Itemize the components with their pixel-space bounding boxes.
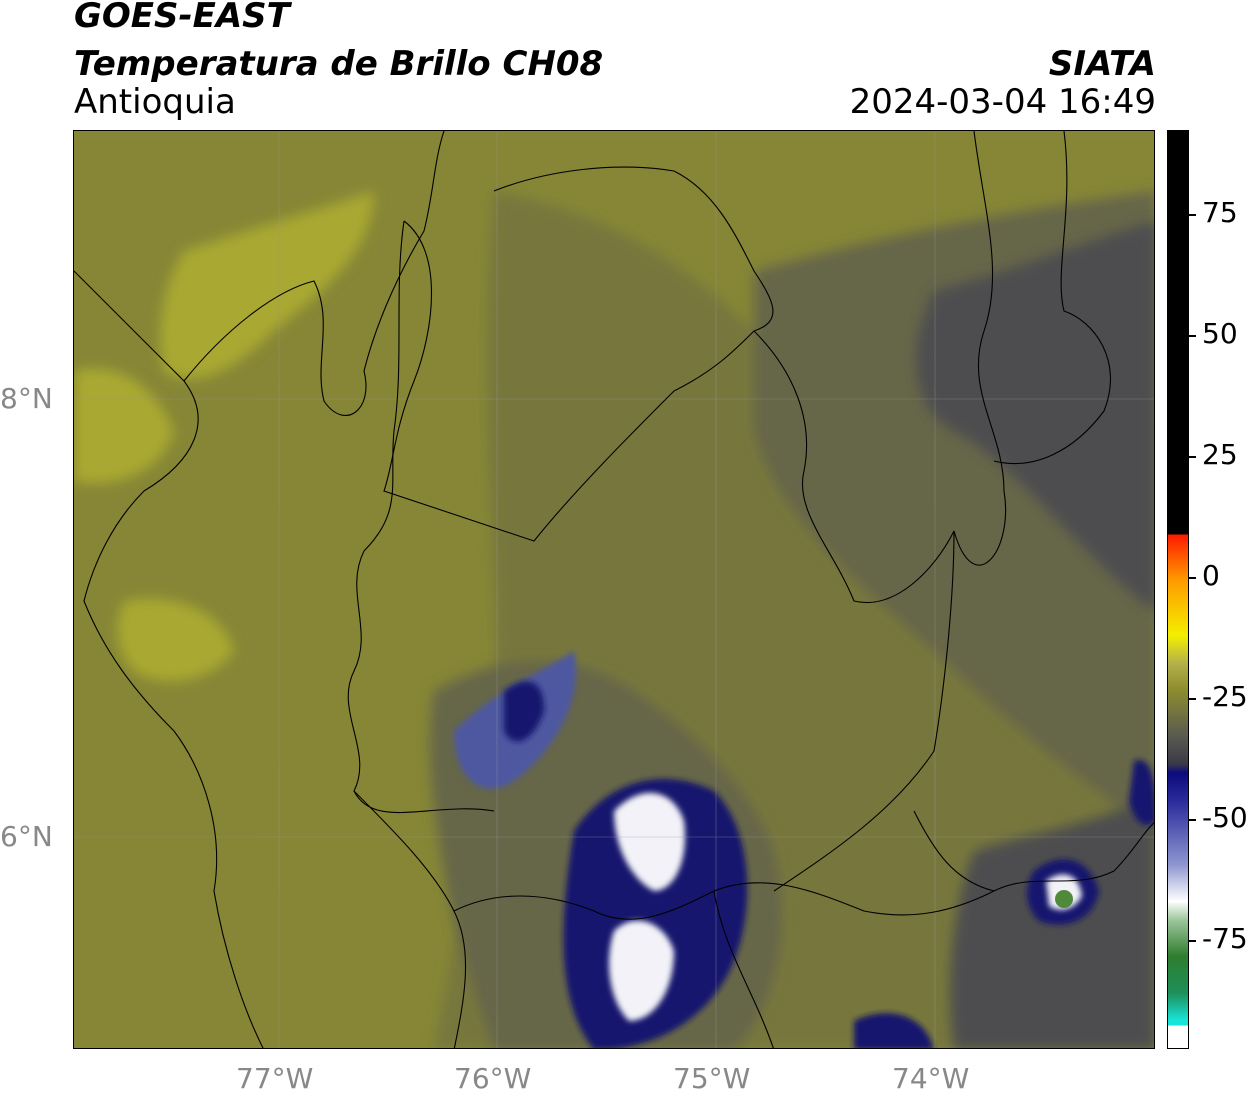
map-svg <box>74 131 1154 1048</box>
north-dept-border <box>493 166 774 332</box>
colorbar-tick-neg50 <box>1189 819 1196 821</box>
x-tick-76w: 76°W <box>454 1062 532 1095</box>
cloud-white-main <box>614 792 685 891</box>
cloud-navy-core-north <box>504 681 544 742</box>
colorbar-label-neg75: -75 <box>1202 922 1248 955</box>
satellite-title: GOES-EAST <box>74 0 290 36</box>
south-mid-border <box>713 890 774 1048</box>
colorbar-label-neg25: -25 <box>1202 680 1248 713</box>
product-title: Temperatura de Brillo CH08 <box>74 44 604 84</box>
colorbar-tick-75 <box>1189 214 1196 216</box>
gridlines <box>74 131 1154 1048</box>
colorbar-tick-neg75 <box>1189 940 1196 942</box>
colorbar-tick-50 <box>1189 335 1196 337</box>
colorbar-label-25: 25 <box>1202 438 1238 471</box>
y-tick-6n: 6°N <box>0 820 53 853</box>
south-border-central <box>453 822 1154 920</box>
boundary-lines <box>74 131 1154 1048</box>
cloud-navy-ne <box>1129 760 1154 825</box>
colorbar-label-75: 75 <box>1202 196 1238 229</box>
warm-patch-w <box>74 368 174 484</box>
colorbar-label-50: 50 <box>1202 317 1238 350</box>
colorbar-label-neg50: -50 <box>1202 801 1248 834</box>
x-tick-74w: 74°W <box>892 1062 970 1095</box>
map-panel <box>73 130 1155 1049</box>
cloud-green-core <box>1055 890 1073 908</box>
south-east-border <box>913 810 995 892</box>
colorbar <box>1167 130 1189 1049</box>
colorbar-tick-neg25 <box>1189 698 1196 700</box>
south-west-border <box>353 790 467 1048</box>
far-east-border <box>993 131 1111 465</box>
colorbar-tick-25 <box>1189 456 1196 458</box>
antioquia-east-border <box>753 330 955 892</box>
x-tick-77w: 77°W <box>236 1062 314 1095</box>
colorbar-label-0: 0 <box>1202 559 1220 592</box>
warm-patch-sw <box>117 598 234 682</box>
colorbar-tick-0 <box>1189 577 1196 579</box>
gray-dark-zone <box>916 221 1154 610</box>
antioquia-west-border <box>347 220 495 814</box>
timestamp-label: 2024-03-04 16:49 <box>849 82 1156 122</box>
x-tick-75w: 75°W <box>673 1062 751 1095</box>
antioquia-north-border <box>383 220 755 542</box>
coast-gulf <box>183 131 445 416</box>
cloud-white-south <box>609 920 674 1021</box>
organization-label: SIATA <box>1048 44 1156 84</box>
region-label: Antioquia <box>74 82 236 122</box>
cloud-navy-main <box>563 779 748 1048</box>
east-river-border <box>953 131 1007 566</box>
cloud-navy-south <box>854 1013 934 1048</box>
warm-patch-nw <box>160 191 374 379</box>
y-tick-8n: 8°N <box>0 382 53 415</box>
